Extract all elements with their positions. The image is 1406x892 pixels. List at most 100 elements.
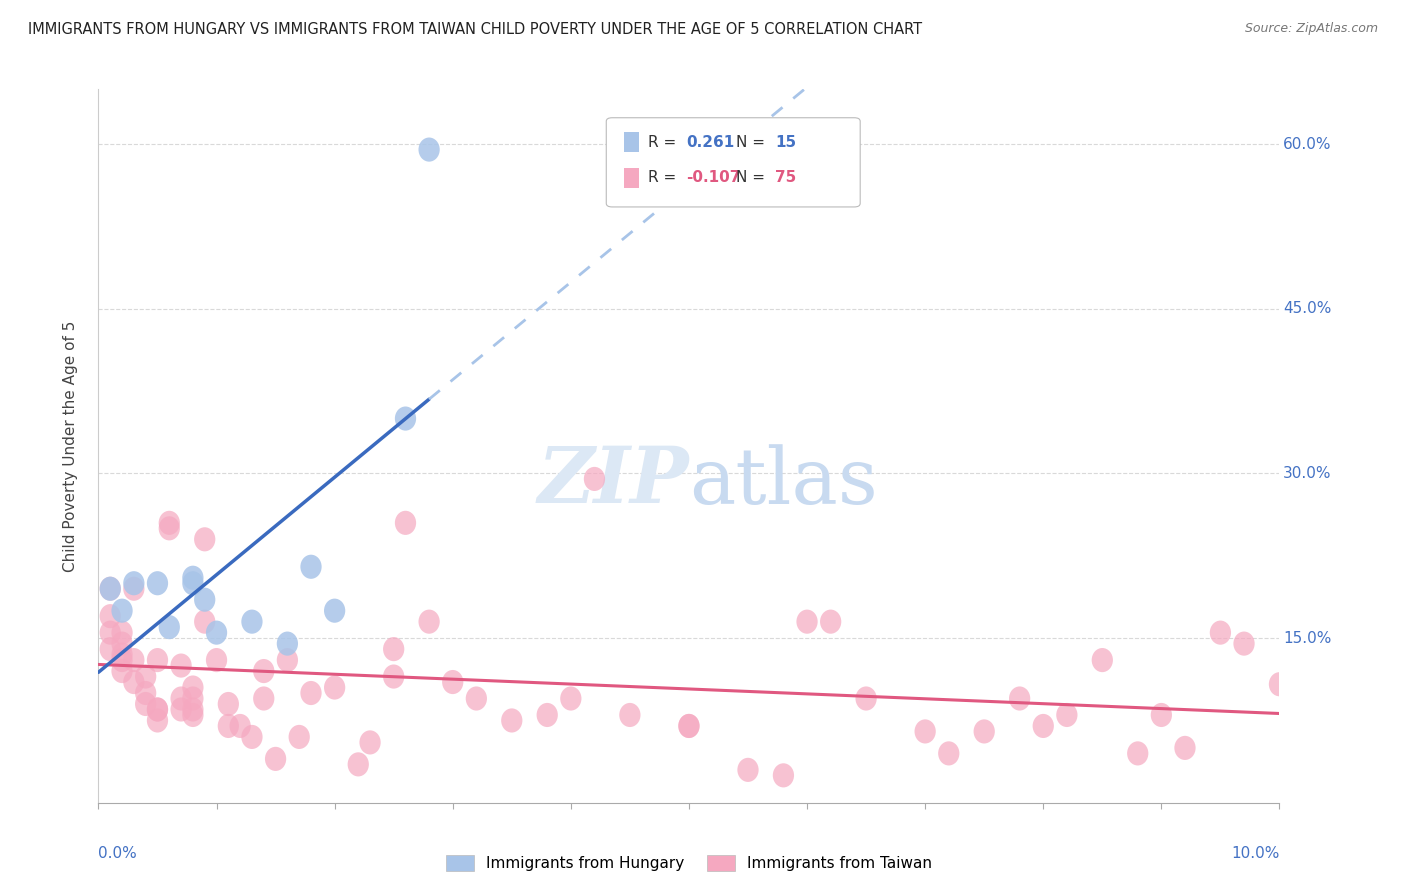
Ellipse shape [194, 588, 215, 612]
Bar [624, 168, 640, 187]
Ellipse shape [100, 604, 121, 628]
Text: ZIP: ZIP [537, 443, 689, 520]
Ellipse shape [737, 758, 759, 782]
Ellipse shape [419, 137, 440, 161]
Ellipse shape [111, 648, 132, 673]
Ellipse shape [100, 621, 121, 645]
Text: IMMIGRANTS FROM HUNGARY VS IMMIGRANTS FROM TAIWAN CHILD POVERTY UNDER THE AGE OF: IMMIGRANTS FROM HUNGARY VS IMMIGRANTS FR… [28, 22, 922, 37]
Ellipse shape [218, 714, 239, 738]
Ellipse shape [205, 621, 228, 645]
Ellipse shape [183, 698, 204, 722]
Ellipse shape [100, 576, 121, 601]
Ellipse shape [560, 687, 582, 711]
Ellipse shape [111, 642, 132, 666]
Text: N =: N = [737, 135, 770, 150]
Ellipse shape [773, 764, 794, 788]
Ellipse shape [100, 637, 121, 661]
Ellipse shape [183, 687, 204, 711]
Text: 10.0%: 10.0% [1232, 846, 1279, 861]
Ellipse shape [205, 648, 228, 673]
Ellipse shape [111, 599, 132, 623]
Ellipse shape [678, 714, 700, 738]
Ellipse shape [583, 467, 605, 491]
Ellipse shape [170, 698, 191, 722]
Ellipse shape [146, 708, 169, 732]
Ellipse shape [253, 687, 274, 711]
Ellipse shape [501, 708, 523, 732]
Text: 0.261: 0.261 [686, 135, 735, 150]
Ellipse shape [242, 609, 263, 633]
Text: R =: R = [648, 135, 681, 150]
Ellipse shape [1268, 673, 1291, 697]
Ellipse shape [820, 609, 841, 633]
Ellipse shape [229, 714, 250, 738]
Ellipse shape [382, 665, 405, 689]
Ellipse shape [242, 725, 263, 749]
Ellipse shape [537, 703, 558, 727]
Ellipse shape [323, 599, 346, 623]
Ellipse shape [938, 741, 959, 765]
Ellipse shape [194, 609, 215, 633]
Ellipse shape [419, 609, 440, 633]
Ellipse shape [855, 687, 877, 711]
Text: 60.0%: 60.0% [1284, 136, 1331, 152]
Text: 30.0%: 30.0% [1284, 466, 1331, 481]
Ellipse shape [135, 681, 156, 705]
Ellipse shape [973, 719, 995, 744]
Ellipse shape [146, 698, 169, 722]
Ellipse shape [277, 648, 298, 673]
Ellipse shape [183, 566, 204, 590]
Text: N =: N = [737, 170, 770, 186]
Ellipse shape [135, 665, 156, 689]
Ellipse shape [360, 731, 381, 755]
Ellipse shape [1128, 741, 1149, 765]
Ellipse shape [1233, 632, 1254, 656]
Text: 75: 75 [775, 170, 796, 186]
Ellipse shape [1150, 703, 1173, 727]
Text: 15.0%: 15.0% [1284, 631, 1331, 646]
Ellipse shape [111, 632, 132, 656]
Y-axis label: Child Poverty Under the Age of 5: Child Poverty Under the Age of 5 [63, 320, 77, 572]
Ellipse shape [183, 703, 204, 727]
Legend: Immigrants from Hungary, Immigrants from Taiwan: Immigrants from Hungary, Immigrants from… [440, 849, 938, 877]
Ellipse shape [1174, 736, 1195, 760]
Ellipse shape [124, 648, 145, 673]
Ellipse shape [301, 681, 322, 705]
Ellipse shape [111, 659, 132, 683]
Ellipse shape [159, 511, 180, 535]
Text: 45.0%: 45.0% [1284, 301, 1331, 317]
Ellipse shape [159, 516, 180, 541]
Ellipse shape [395, 407, 416, 431]
Ellipse shape [170, 654, 191, 678]
Ellipse shape [146, 648, 169, 673]
Ellipse shape [124, 571, 145, 595]
Ellipse shape [183, 571, 204, 595]
Ellipse shape [1010, 687, 1031, 711]
Ellipse shape [1032, 714, 1054, 738]
Ellipse shape [441, 670, 464, 694]
Ellipse shape [170, 687, 191, 711]
Ellipse shape [111, 621, 132, 645]
Ellipse shape [277, 632, 298, 656]
Text: R =: R = [648, 170, 681, 186]
Ellipse shape [395, 511, 416, 535]
Ellipse shape [347, 752, 368, 776]
Ellipse shape [100, 576, 121, 601]
Ellipse shape [135, 692, 156, 716]
Ellipse shape [1056, 703, 1077, 727]
Ellipse shape [288, 725, 309, 749]
Ellipse shape [253, 659, 274, 683]
Ellipse shape [465, 687, 486, 711]
Text: 0.0%: 0.0% [98, 846, 138, 861]
Bar [624, 132, 640, 152]
Ellipse shape [218, 692, 239, 716]
Ellipse shape [678, 714, 700, 738]
Ellipse shape [146, 571, 169, 595]
Ellipse shape [323, 675, 346, 699]
Ellipse shape [159, 615, 180, 640]
Text: atlas: atlas [689, 444, 877, 519]
Text: 15: 15 [775, 135, 796, 150]
Ellipse shape [124, 670, 145, 694]
Ellipse shape [1091, 648, 1114, 673]
Ellipse shape [301, 555, 322, 579]
